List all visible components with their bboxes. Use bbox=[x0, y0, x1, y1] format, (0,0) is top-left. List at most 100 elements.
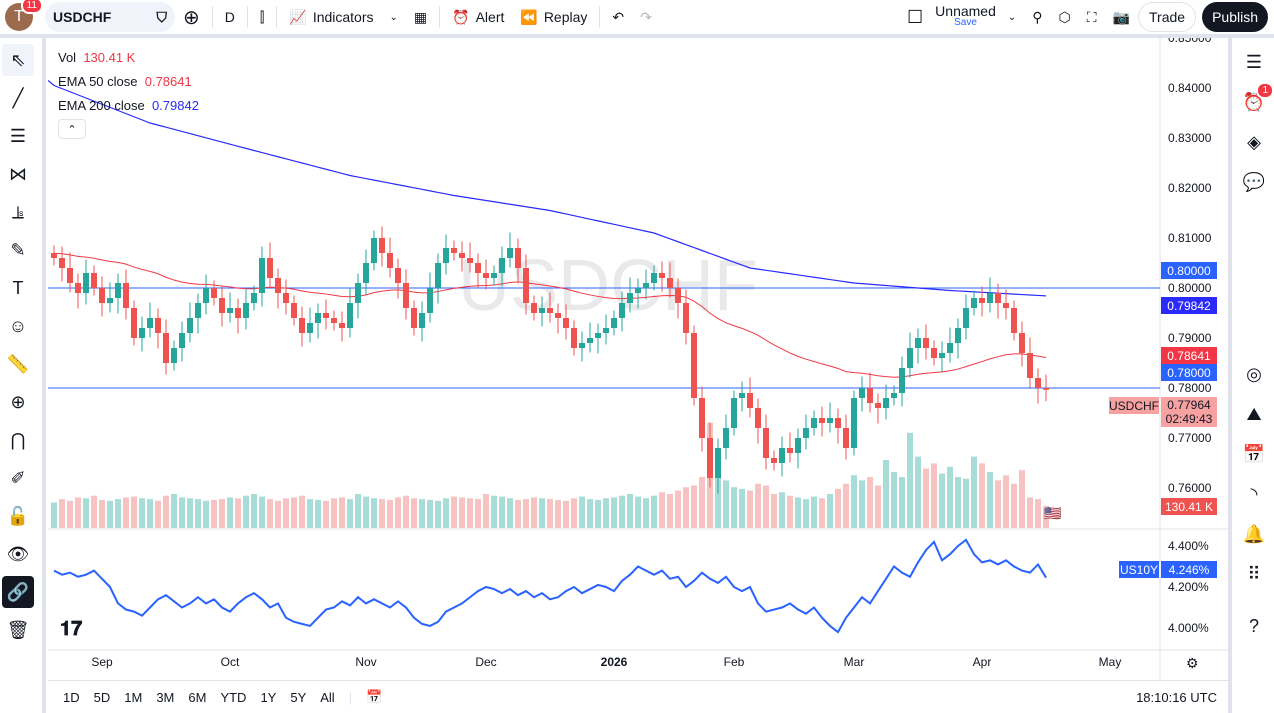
settings-button[interactable]: ⬡ bbox=[1051, 2, 1079, 32]
events-flag-icon[interactable]: 🇺🇸 bbox=[1044, 505, 1062, 521]
trend-line-icon[interactable]: ╱ bbox=[12, 87, 24, 108]
symbol-info-icon[interactable]: ⛉ bbox=[156, 8, 168, 25]
templates-button[interactable]: ▦ bbox=[406, 2, 435, 32]
chevron-up-icon: ⌃ bbox=[67, 123, 77, 136]
lock-drawings-icon[interactable]: ✐ bbox=[10, 467, 26, 488]
pattern-icon[interactable]: ⋈ bbox=[9, 163, 27, 184]
publish-button[interactable]: Publish bbox=[1202, 2, 1268, 32]
range-all[interactable]: All bbox=[320, 689, 335, 705]
cursor-icon[interactable]: ⇖ bbox=[2, 44, 34, 76]
alert-button[interactable]: ⏰ Alert bbox=[452, 8, 505, 26]
quick-search-button[interactable]: ⚲ bbox=[1024, 2, 1050, 32]
watchlist-icon[interactable]: ☰ bbox=[1245, 51, 1263, 72]
interval-button[interactable]: D bbox=[224, 9, 235, 25]
trash-icon[interactable]: 🗑 bbox=[6, 619, 30, 640]
layers-icon[interactable]: ◈ bbox=[1247, 131, 1261, 152]
range-1y[interactable]: 1Y bbox=[260, 689, 277, 705]
range-1d[interactable]: 1D bbox=[63, 689, 80, 705]
symbol-search[interactable]: USDCHF ⛉ bbox=[45, 2, 175, 32]
candle-body bbox=[75, 283, 81, 293]
emoji-icon[interactable]: ☺ bbox=[8, 315, 28, 336]
volume-bar bbox=[131, 496, 137, 528]
legend-volume[interactable]: Vol 130.41 K bbox=[58, 50, 136, 65]
magnet-icon[interactable]: ⋂ bbox=[10, 429, 26, 450]
chat-icon[interactable]: 💬 bbox=[1242, 171, 1266, 192]
replay-button[interactable]: ⏪ Replay bbox=[520, 8, 588, 26]
volume-bar bbox=[307, 499, 313, 528]
candle-body bbox=[483, 273, 489, 278]
collapse-legend-button[interactable]: ⌃ bbox=[58, 119, 86, 139]
range-ytd[interactable]: YTD bbox=[220, 689, 247, 705]
candle-body bbox=[779, 448, 785, 463]
volume-bar bbox=[603, 498, 609, 528]
range-1m[interactable]: 1M bbox=[124, 689, 143, 705]
zoom-in-icon[interactable]: ⊕ bbox=[10, 391, 26, 412]
bell-icon[interactable]: 🔔 bbox=[1242, 523, 1266, 544]
user-avatar[interactable]: T 11 bbox=[5, 0, 43, 31]
goto-date-icon[interactable]: 📅 bbox=[366, 689, 383, 704]
range-3m[interactable]: 3M bbox=[156, 689, 175, 705]
gear-icon: ⬡ bbox=[1058, 8, 1071, 25]
legend-ema200[interactable]: EMA 200 close 0.79842 bbox=[58, 98, 199, 113]
help-icon[interactable]: ? bbox=[1248, 615, 1259, 636]
chart-type-button[interactable]: ⫿ bbox=[252, 2, 272, 32]
price-tick: 0.85000 bbox=[1168, 38, 1212, 45]
fib-icon[interactable]: ☰ bbox=[9, 125, 27, 146]
time-tick: Feb bbox=[724, 655, 745, 669]
ruler-icon[interactable]: 📏 bbox=[6, 353, 30, 374]
snapshot-button[interactable]: 📷 bbox=[1105, 2, 1138, 32]
legend-ema50[interactable]: EMA 50 close 0.78641 bbox=[58, 74, 192, 89]
candle-body bbox=[971, 298, 977, 308]
volume-bar bbox=[147, 499, 153, 528]
link-icon[interactable]: 🔗 bbox=[2, 576, 34, 608]
alerts-clock-icon[interactable]: ⏰ 1 bbox=[1238, 82, 1274, 118]
brush-icon[interactable]: ✎ bbox=[10, 239, 26, 260]
price-tick: 0.76000 bbox=[1168, 481, 1212, 495]
volume-bar bbox=[835, 488, 841, 528]
eye-icon[interactable]: 👁 bbox=[6, 543, 30, 564]
candle-body bbox=[171, 348, 177, 363]
candle-body bbox=[667, 278, 673, 288]
candle-body bbox=[187, 318, 193, 333]
time-tick: Oct bbox=[221, 655, 240, 669]
undo-button[interactable]: ↶ bbox=[604, 2, 632, 32]
volume-bar bbox=[635, 496, 641, 528]
compare-button[interactable]: ⊕ bbox=[175, 2, 208, 32]
projection-icon[interactable]: ⫡ bbox=[11, 201, 24, 222]
range-6m[interactable]: 6M bbox=[188, 689, 207, 705]
apps-icon[interactable]: ⠿ bbox=[1247, 563, 1261, 584]
trade-button[interactable]: Trade bbox=[1138, 2, 1197, 32]
candle-body bbox=[555, 313, 561, 318]
volume-bar bbox=[1003, 475, 1009, 528]
layout-button[interactable]: ☐ Unnamed Save ⌄ bbox=[907, 3, 1017, 28]
volume-bar bbox=[651, 495, 657, 528]
fullscreen-button[interactable]: ⛶ bbox=[1079, 2, 1105, 32]
volume-bar bbox=[363, 496, 369, 528]
text-icon[interactable]: T bbox=[12, 277, 24, 298]
lock-icon[interactable]: 🔓 bbox=[6, 505, 30, 526]
candle-body bbox=[235, 308, 241, 318]
volume-bar bbox=[451, 496, 457, 528]
candle-body bbox=[315, 313, 321, 323]
indicators-button[interactable]: 📈 Indicators ⌄ bbox=[289, 8, 398, 26]
ideas-icon[interactable]: ⛰ bbox=[1246, 403, 1262, 424]
calendar-icon[interactable]: 📅 bbox=[1242, 443, 1266, 464]
candle-body bbox=[267, 258, 273, 278]
candle-body bbox=[939, 353, 945, 358]
tradingview-logo[interactable]: 𝟏𝟕 bbox=[60, 616, 83, 640]
price-chart[interactable]: USDCHF 0.85000 0.84000 0.83000 0.82000 0.8100… bbox=[48, 38, 1228, 680]
candle-body bbox=[123, 283, 129, 308]
candle-body bbox=[1019, 333, 1025, 353]
range-5y[interactable]: 5Y bbox=[290, 689, 307, 705]
volume-bar bbox=[267, 499, 273, 528]
bottom-toolbar: 1D 5D 1M 3M 6M YTD 1Y 5Y All | 📅 18:10:1… bbox=[48, 680, 1228, 713]
volume-bar bbox=[595, 499, 601, 528]
candle-body bbox=[403, 283, 409, 308]
redo-button[interactable]: ↷ bbox=[632, 2, 660, 32]
candle-body bbox=[699, 398, 705, 438]
time-axis-settings-icon[interactable]: ⚙ bbox=[1186, 655, 1199, 671]
broadcast-icon[interactable]: ◝ bbox=[1250, 483, 1258, 504]
clock[interactable]: 18:10:16 UTC bbox=[1136, 689, 1217, 705]
range-5d[interactable]: 5D bbox=[93, 689, 111, 705]
target-icon[interactable]: ◎ bbox=[1246, 363, 1262, 384]
